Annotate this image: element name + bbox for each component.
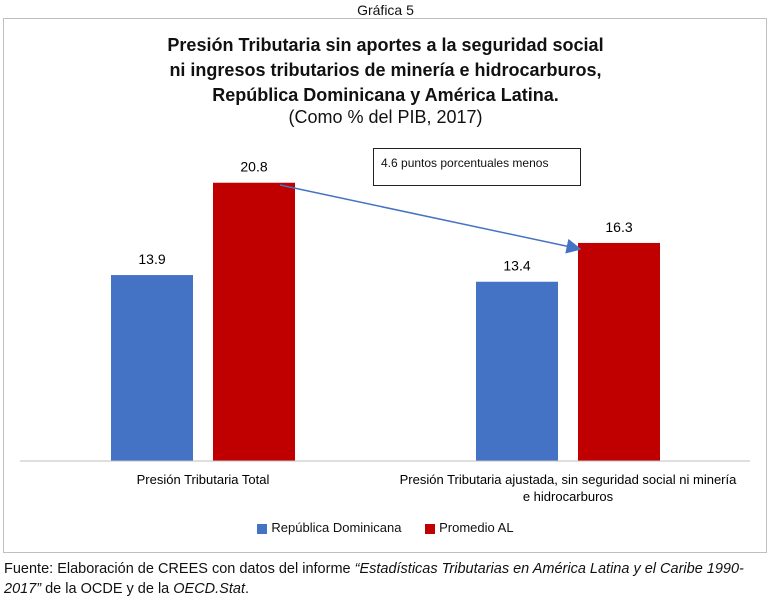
chart-frame	[3, 18, 767, 553]
title-line-1: Presión Tributaria sin aportes a la segu…	[167, 35, 604, 55]
legend-item-al: Promedio AL	[425, 520, 514, 535]
source-middle: de la OCDE y de la	[41, 581, 174, 597]
figure-number: Gráfica 5	[357, 2, 414, 18]
category-label-adjusted-line2: e hidrocarburos	[523, 489, 614, 504]
bar-rd-total	[111, 275, 193, 461]
title-line-3: República Dominicana y América Latina.	[212, 85, 559, 105]
comparison-arrow	[279, 184, 582, 254]
source-end: .	[244, 581, 250, 597]
label-rd-total: 13.9	[138, 251, 165, 267]
chart-title: Presión Tributaria sin aportes a la segu…	[0, 33, 771, 108]
legend-swatch-al	[425, 523, 436, 534]
legend-swatch-rd	[257, 523, 268, 534]
category-label-adjusted-line1: Presión Tributaria ajustada, sin segurid…	[400, 472, 738, 487]
chart-subtitle: (Como % del PIB, 2017)	[288, 107, 483, 127]
legend-item-rd: República Dominicana	[257, 520, 402, 535]
bar-al-adjusted	[578, 242, 660, 461]
category-label-total: Presión Tributaria Total	[137, 472, 270, 487]
label-al-total: 20.8	[240, 159, 267, 175]
title-line-2: ni ingresos tributarios de minería e hid…	[169, 60, 602, 80]
legend-label-rd: República Dominicana	[271, 520, 402, 535]
bar-al-total	[213, 182, 295, 461]
annotation-box: 4.6 puntos porcentuales menos	[373, 148, 581, 186]
source-report-title: “Estadísticas Tributarias en América Lat…	[4, 561, 744, 597]
label-al-adjusted: 16.3	[605, 219, 632, 235]
legend-label-al: Promedio AL	[439, 520, 514, 535]
source-note: Fuente: Elaboración de CREES con datos d…	[4, 559, 769, 599]
legend: República Dominicana Promedio AL	[0, 520, 771, 535]
bar-rd-adjusted	[476, 281, 558, 461]
source-oecd-stat: OECD.Stat	[173, 581, 245, 597]
label-rd-adjusted: 13.4	[503, 258, 530, 274]
source-prefix: Fuente: Elaboración de CREES con datos d…	[4, 561, 355, 577]
